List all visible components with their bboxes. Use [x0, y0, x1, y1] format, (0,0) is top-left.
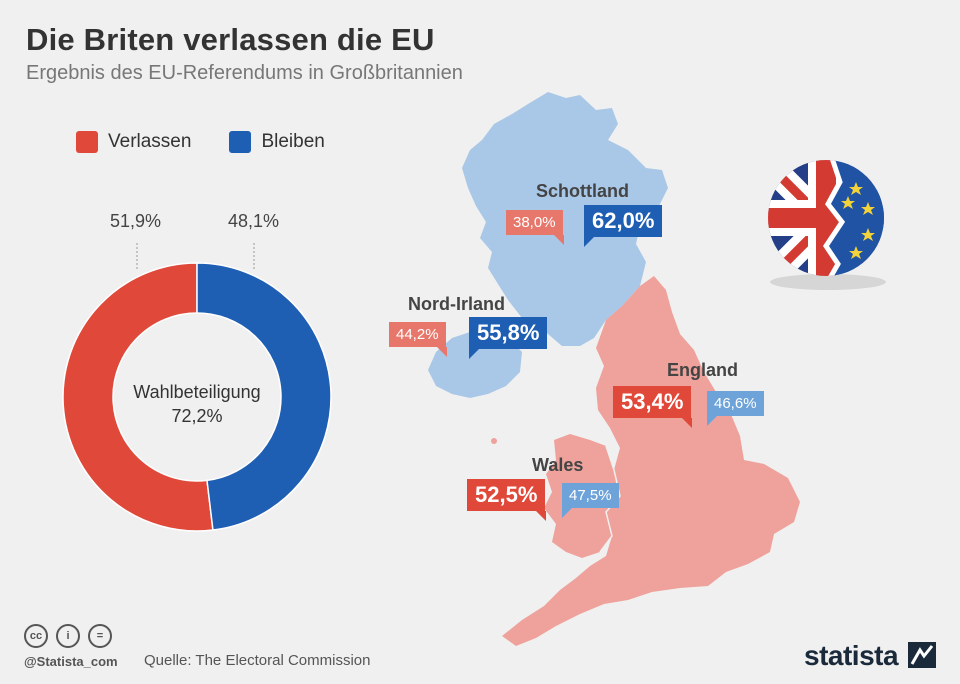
eu-star-icon [861, 228, 875, 241]
donut-slice-remain [196, 262, 332, 531]
callout-tail [562, 508, 572, 518]
legend-item-remain: Bleiben [229, 131, 325, 153]
donut-value-label-leave: 51,9% [110, 211, 162, 231]
callout-tail [536, 511, 547, 521]
donut-value-label-remain: 48,1% [228, 211, 280, 231]
statista-handle: @Statista_com [24, 654, 118, 669]
map-island-2 [480, 142, 488, 150]
license-icons: cc i = [24, 624, 112, 648]
donut-slice-leave [62, 262, 214, 532]
region-name-wales: Wales [532, 455, 584, 475]
eu-star-icon [861, 202, 875, 215]
region-leave-box-england: 53,4% [613, 386, 693, 428]
callout-tail [682, 418, 693, 428]
nd-icon: = [88, 624, 112, 648]
region-remain-box-england: 46,6% [707, 391, 764, 426]
region-name-scotland: Schottland [536, 181, 629, 201]
region-leave-value-scotland: 38,0% [513, 214, 556, 231]
map-region-england [502, 276, 800, 646]
callout-tail [469, 349, 479, 359]
region-remain-box-northern-ireland: 55,8% [469, 317, 548, 359]
eu-star-icon [849, 182, 863, 195]
region-leave-value-england: 53,4% [621, 389, 684, 414]
turnout-value: 72,2% [171, 406, 223, 426]
region-leave-value-wales: 52,5% [475, 482, 538, 507]
region-remain-value-northern-ireland: 55,8% [477, 320, 540, 345]
statista-logo-mark-icon [908, 642, 936, 668]
callout-tail [436, 347, 447, 357]
cc-icon: cc [24, 624, 48, 648]
region-leave-box-wales: 52,5% [467, 479, 547, 521]
region-leave-box-scotland: 38,0% [506, 210, 564, 245]
legend-label-leave: Verlassen [108, 131, 192, 152]
emblem-shadow [770, 274, 886, 290]
region-leave-value-northern-ireland: 44,2% [396, 326, 439, 343]
map-island-1 [491, 438, 497, 444]
region-remain-value-wales: 47,5% [569, 487, 612, 504]
region-name-northern-ireland: Nord-Irland [408, 294, 505, 314]
brexit-flag-emblem [768, 160, 886, 290]
eu-star-icon [849, 246, 863, 259]
region-remain-value-scotland: 62,0% [592, 208, 655, 233]
region-name-england: England [667, 360, 738, 380]
region-remain-box-scotland: 62,0% [584, 205, 663, 247]
region-remain-value-england: 46,6% [714, 395, 757, 412]
callout-tail [553, 235, 564, 245]
source-note: Quelle: The Electoral Commission [144, 652, 371, 669]
callout-tail [707, 416, 717, 426]
legend-label-remain: Bleiben [261, 131, 325, 152]
statista-logo: statista [804, 640, 899, 671]
region-leave-box-northern-ireland: 44,2% [389, 322, 447, 357]
by-icon: i [56, 624, 80, 648]
eu-stars [841, 182, 875, 259]
donut-center-label: Wahlbeteiligung 72,2% [107, 380, 287, 428]
legend-swatch-leave [76, 131, 98, 153]
region-remain-box-wales: 47,5% [562, 483, 619, 518]
turnout-label: Wahlbeteiligung [133, 382, 261, 402]
donut-slices [62, 262, 332, 532]
chart-subtitle: Ergebnis des EU-Referendums in Großbrita… [26, 62, 463, 84]
chart-title: Die Briten verlassen die EU [26, 22, 435, 57]
legend-swatch-remain [229, 131, 252, 153]
legend: Verlassen Bleiben [76, 131, 325, 153]
callout-tail [584, 237, 594, 247]
legend-item-leave: Verlassen [76, 131, 191, 153]
map-region-scotland [462, 92, 668, 346]
eu-star-icon [841, 196, 855, 209]
crack-line [819, 160, 846, 276]
